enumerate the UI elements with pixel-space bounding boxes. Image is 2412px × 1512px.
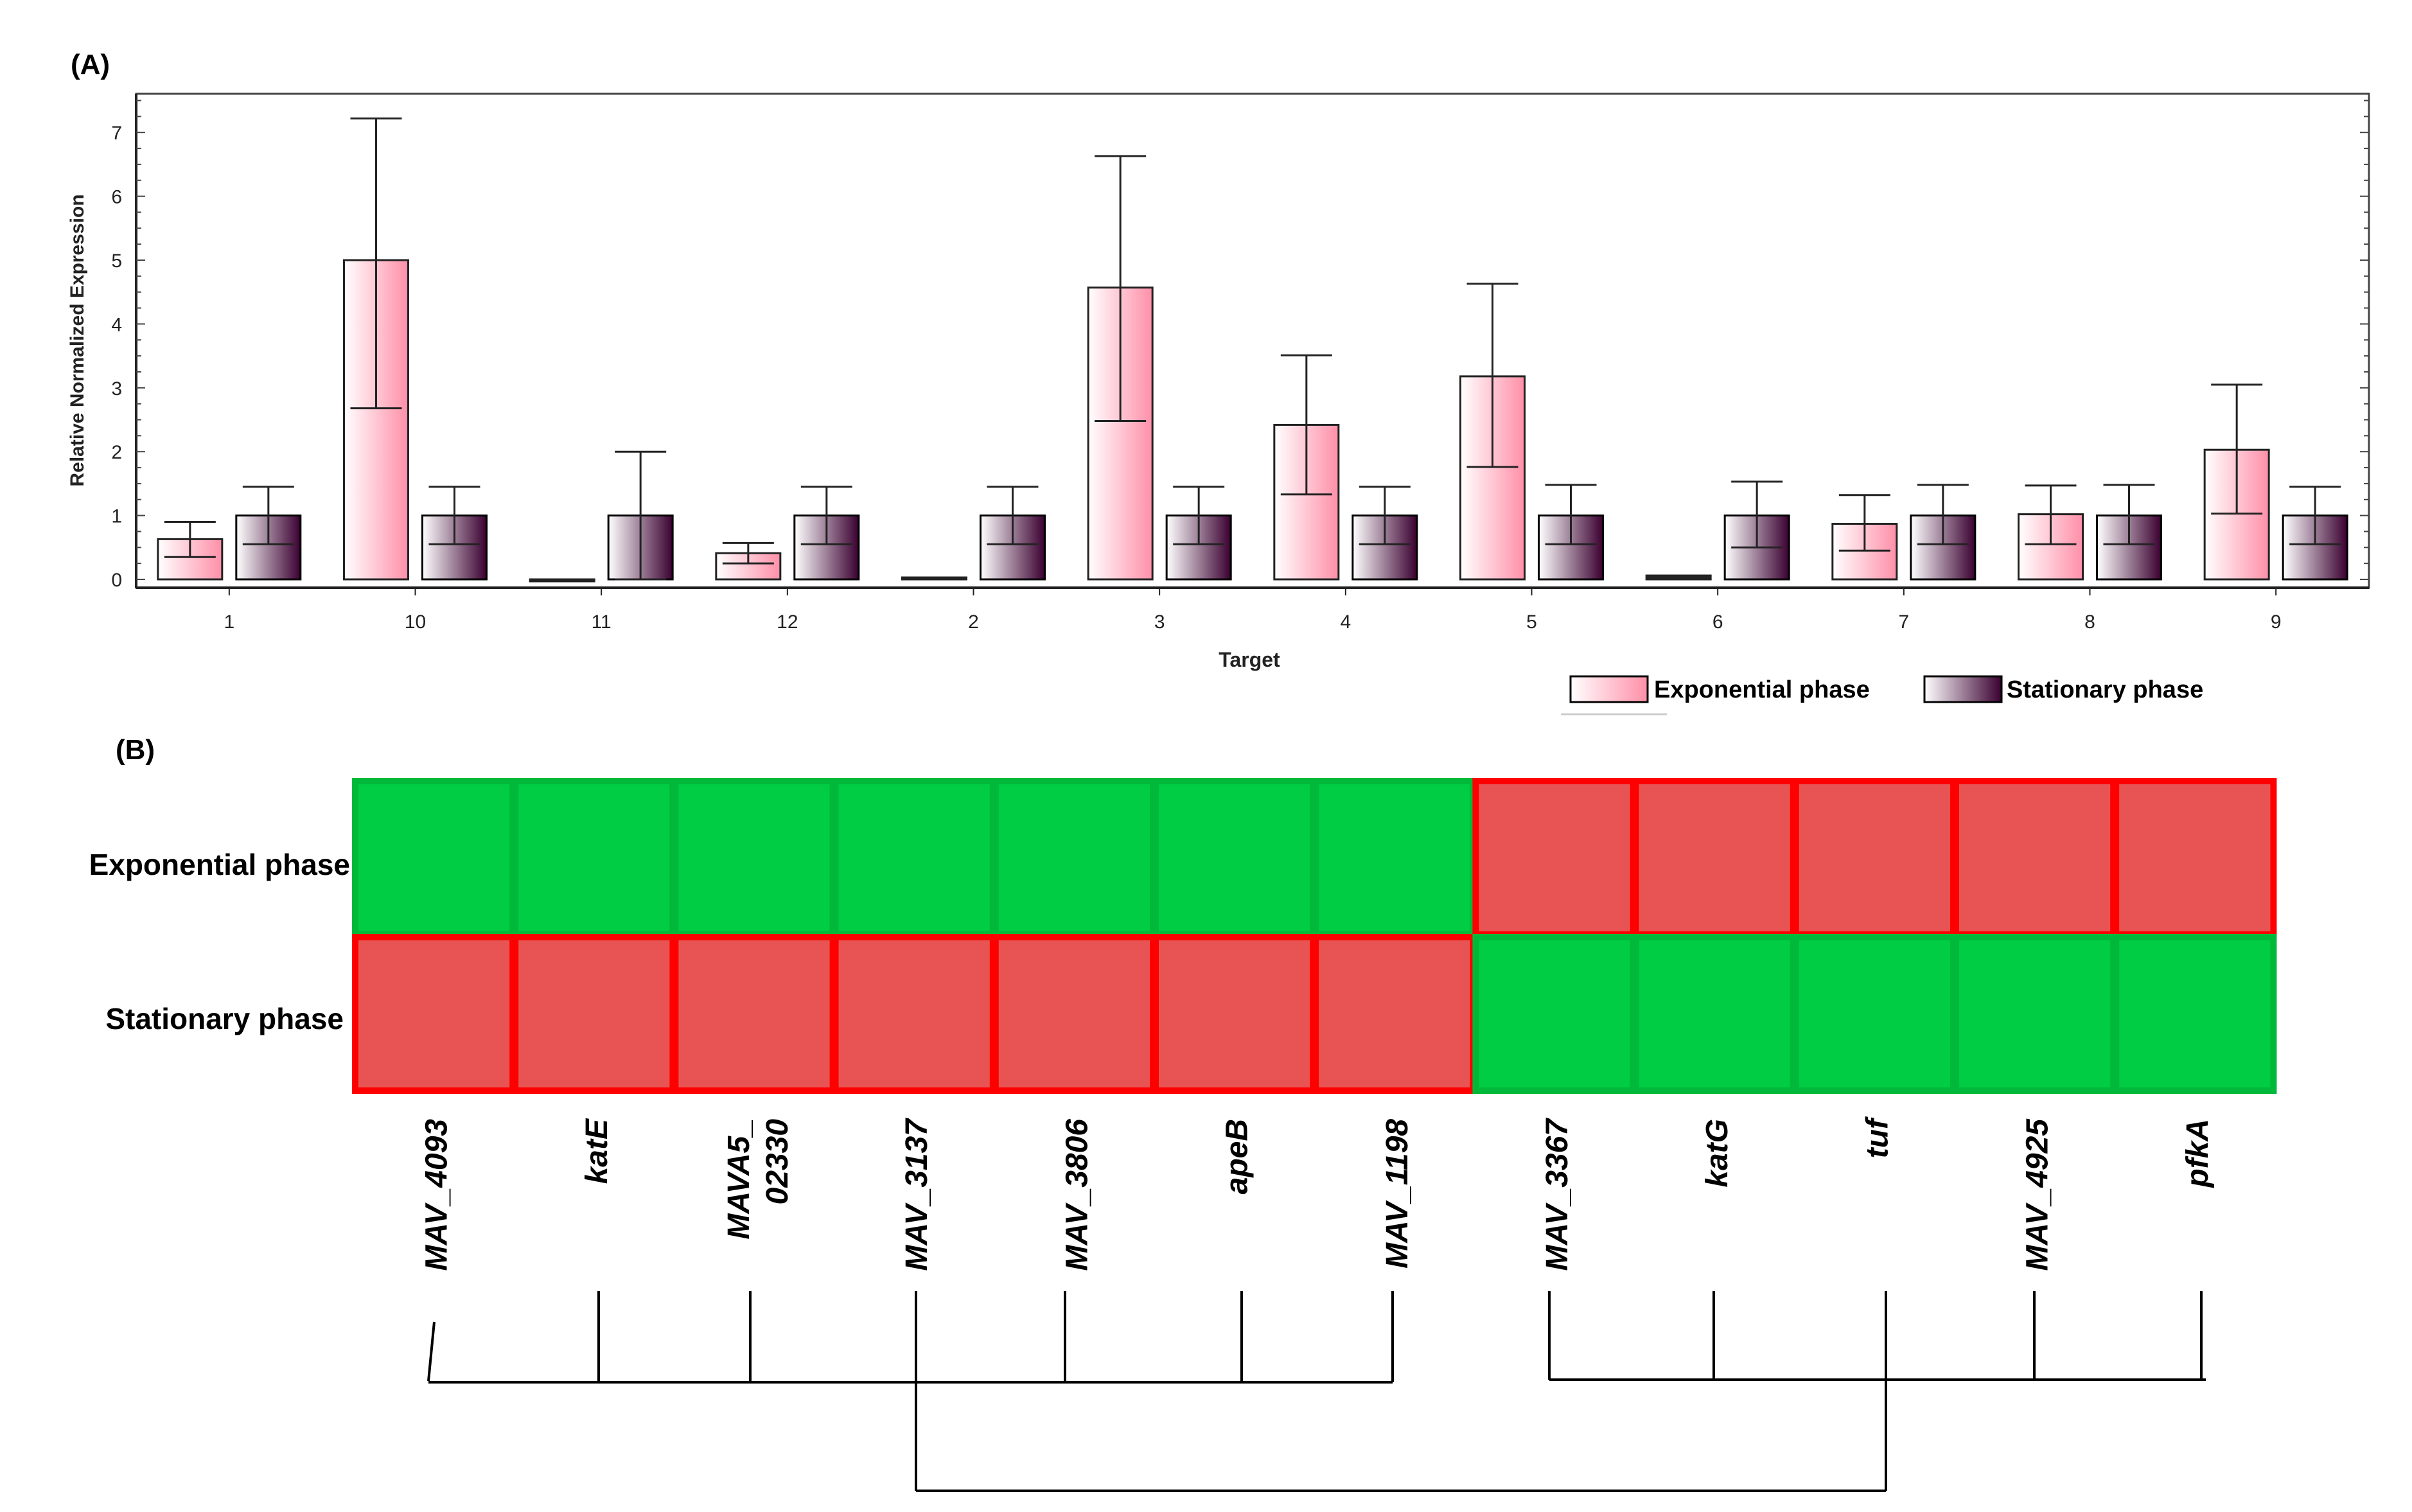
x-tick-label: 11 (592, 611, 612, 633)
bar-exponential-phase-11 (529, 578, 595, 583)
legend-label-exponential: Exponential phase (1654, 676, 1870, 703)
y-axis-title: Relative Normalized Expression (67, 194, 88, 486)
gene-label-mava5-02330: MAVA5_ 02330 (722, 1119, 795, 1240)
x-tick-label: 12 (777, 611, 798, 633)
heatmap-cell-exponential-mav-1198 (1312, 778, 1477, 938)
legend: Exponential phase Stationary phase (1561, 675, 2203, 716)
heatmap-cell-exponential-apeb (1152, 778, 1317, 938)
gene-label-pfka: pfkA (2181, 1119, 2215, 1189)
heatmap-cell-stationary-mav-1198 (1312, 934, 1477, 1094)
x-tick-label: 6 (1712, 611, 1723, 633)
heatmap-cell-exponential-kate (512, 778, 676, 938)
x-tick-label: 3 (1154, 611, 1165, 633)
heatmap-cell-stationary-mav-3137 (832, 934, 996, 1094)
legend-label-stationary: Stationary phase (2007, 676, 2203, 703)
heatmap-cell-stationary-mav-3367 (1472, 934, 1637, 1094)
gene-label-mav-3806: MAV_3806 (1060, 1119, 1094, 1271)
x-axis-title: Target (1219, 648, 1280, 671)
heatmap-cell-exponential-katg (1632, 778, 1797, 938)
x-tick-label: 10 (405, 611, 426, 633)
y-tick-label: 2 (111, 442, 122, 463)
heatmap-cell-exponential-mava5-02330 (672, 778, 836, 938)
heatmap-row-label-stationary: Stationary phase (105, 1002, 344, 1035)
panel-a-label: (A) (71, 49, 110, 80)
gene-labels: MAV_4093 katE MAVA5_ 02330 MAV_3137 MAV_3806 a… (420, 1116, 2215, 1271)
legend-swatch-exponential (1569, 675, 1649, 703)
gene-label-tuf: tuf (1860, 1116, 1894, 1158)
x-tick-label: 2 (968, 611, 979, 633)
y-tick-label: 3 (111, 378, 122, 400)
heatmap-cell-stationary-katg (1632, 934, 1797, 1094)
y-tick-label: 5 (111, 251, 122, 272)
gene-label-katg: katG (1700, 1119, 1734, 1188)
bar-exponential-phase-6 (1645, 574, 1712, 581)
gene-label-mav-3137: MAV_3137 (900, 1118, 934, 1271)
gene-label-mav-4093: MAV_4093 (420, 1119, 454, 1271)
heatmap-cell-stationary-mav-3806 (992, 934, 1157, 1094)
gene-label-apeb: apeB (1220, 1119, 1254, 1194)
panel-b-label: (B) (116, 734, 155, 766)
y-tick-label: 4 (111, 314, 122, 335)
gene-label-kate: katE (580, 1118, 614, 1184)
heatmap-cell-stationary-mava5-02330 (672, 934, 836, 1094)
gene-label-mav-3367: MAV_3367 (1540, 1118, 1574, 1271)
x-tick-label: 5 (1526, 611, 1537, 633)
y-tick-label: 1 (111, 506, 122, 527)
y-tick-label: 6 (111, 187, 122, 208)
gene-label-mav-4925: MAV_4925 (2021, 1118, 2055, 1271)
heatmap-cell-stationary-mav-4093 (352, 934, 516, 1094)
dendrogram-leaf-mav4093 (427, 1321, 436, 1382)
heatmap-cell-exponential-mav-4925 (1953, 778, 2117, 938)
y-tick-label: 7 (111, 123, 122, 144)
heatmap-cell-exponential-mav-3137 (832, 778, 996, 938)
heatmap-cell-exponential-mav-4093 (352, 778, 516, 938)
x-tick-label: 1 (224, 611, 234, 633)
legend-swatch-stationary (1923, 675, 2003, 703)
x-tick-label: 4 (1340, 611, 1351, 633)
heatmap-cell-exponential-tuf (1792, 778, 1957, 938)
y-tick-label: 0 (111, 570, 122, 591)
heatmap (352, 778, 2277, 1094)
heatmap-cell-exponential-mav-3806 (992, 778, 1157, 938)
heatmap-cell-stationary-pfka (2113, 934, 2277, 1094)
x-tick-label: 7 (1898, 611, 1909, 633)
heatmap-cell-stationary-apeb (1152, 934, 1317, 1094)
heatmap-row-label-exponential: Exponential phase (89, 848, 350, 881)
x-tick-label: 9 (2271, 611, 2282, 633)
bar-exponential-phase-2 (901, 576, 967, 581)
x-tick-label: 8 (2084, 611, 2095, 633)
gene-label-mav-1198: MAV_1198 (1380, 1119, 1414, 1269)
heatmap-cell-stationary-tuf (1792, 934, 1957, 1094)
heatmap-cell-stationary-mav-4925 (1953, 934, 2117, 1094)
heatmap-cell-stationary-kate (512, 934, 676, 1094)
dendrogram (427, 1291, 2206, 1492)
heatmap-cell-exponential-mav-3367 (1472, 778, 1637, 938)
heatmap-cell-exponential-pfka (2113, 778, 2277, 938)
